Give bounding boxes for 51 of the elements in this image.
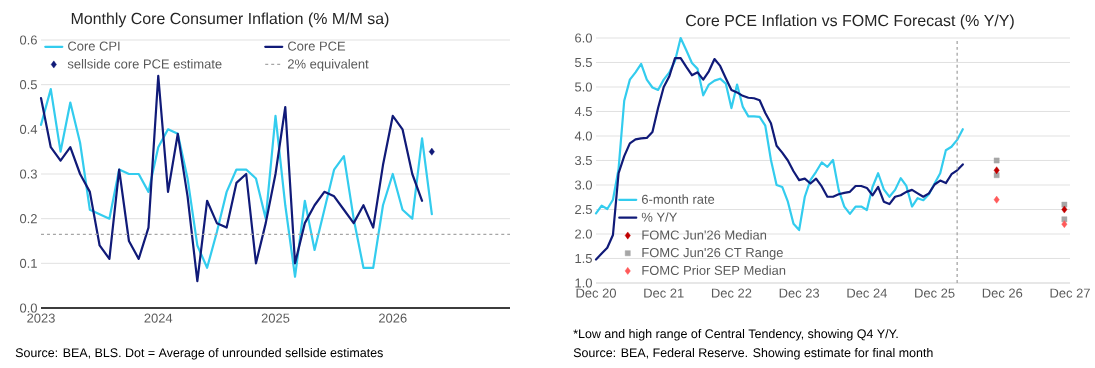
y-tick-label: 2.5 [575,204,592,215]
y-tick-label: 5.0 [575,82,592,92]
point [1061,220,1068,228]
y-tick-label: 1.5 [575,253,592,264]
chart-title: Core PCE Inflation vs FOMC Forecast (% Y/Y) [686,14,1014,30]
y-tick-label: 1.0 [575,278,592,288]
text: *Low and high range of Central Tendency, showing Q4 Y/Y. [573,328,898,341]
point [1061,205,1068,214]
y-tick-label: 2.0 [575,229,592,239]
y-tick-label: 0.2 [19,214,37,224]
x-tick-label: 2026 [379,313,407,323]
line-series [594,36,964,232]
x-tick-label: Dec 24 [847,288,887,298]
point [993,157,1000,164]
chart-title: Monthly Core Consumer Inflation (% M/M sa) [71,12,389,28]
y-tick-label: 4.5 [574,106,592,117]
y-tick-label: 4.0 [574,131,592,141]
y-tick-label: 6.0 [575,33,592,43]
x-tick-label: Dec 20 [576,288,617,298]
y-tick-label: 0.5 [19,80,37,90]
legend-label: Core PCE [288,41,346,51]
legend-label: FOMC Prior SEP Median [642,265,786,275]
x-tick-label: Dec 27 [1050,288,1090,298]
legend-label: Core CPI [68,41,120,51]
source-note: Source: BEA, BLS. Dot = Average of unrounded sellside estimates [15,347,383,360]
x-tick-label: Dec 23 [779,288,820,298]
x-tick-label: Dec 26 [982,288,1023,298]
x-tick-label: Dec 22 [711,288,752,298]
legend-label: sellside core PCE estimate [67,59,222,69]
y-tick-label: 3.5 [574,155,592,166]
legend-label: 2% equivalent [288,59,369,72]
line-series [594,56,964,261]
y-tick-label: 0.6 [19,35,37,45]
y-tick-label: 0.0 [19,303,37,313]
legend-label: FOMC Jun'26 Median [642,230,767,240]
y-tick-label: 0.3 [19,169,37,179]
point [993,166,1000,175]
x-tick-label: 2023 [27,313,55,323]
y-tick-label: 3.0 [574,180,592,190]
source-note: Source: BEA, Federal Reserve. Showing estimate for final month [573,347,933,360]
y-tick-label: 5.5 [575,57,592,68]
point [993,195,1000,204]
y-tick-label: 0.1 [19,258,37,268]
x-tick-label: Dec 21 [644,288,684,298]
legend-label: FOMC Jun'26 CT Range [642,247,783,260]
legend-label: % Y/Y [641,212,678,222]
x-tick-label: 2024 [144,313,173,323]
x-tick-label: Dec 25 [915,288,955,298]
x-tick-label: 2025 [261,313,290,323]
legend-label: 6-month rate [642,194,715,204]
y-tick-label: 0.4 [19,124,38,134]
